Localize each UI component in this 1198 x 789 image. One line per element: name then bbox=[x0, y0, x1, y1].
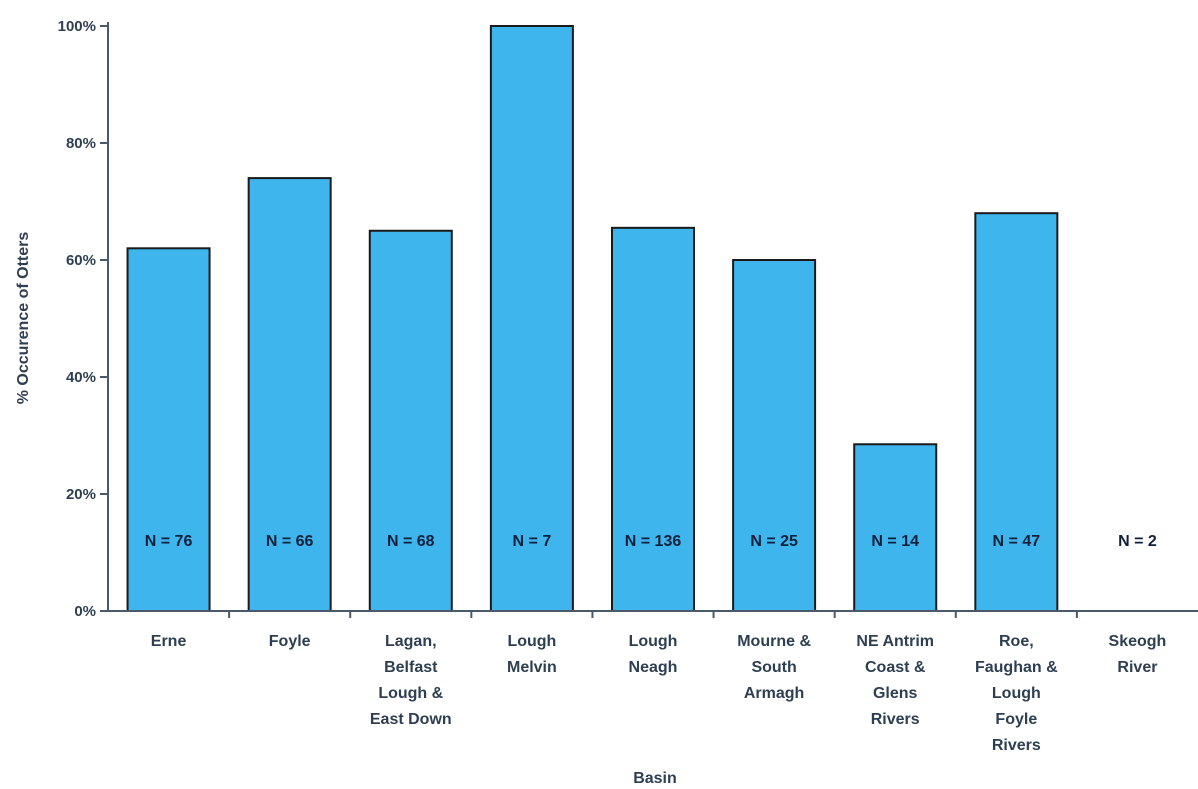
x-tick-label: NE Antrim Coast & Glens Rivers bbox=[856, 633, 934, 728]
x-tick-label-line: Faughan & bbox=[975, 659, 1058, 676]
bar bbox=[974, 212, 1059, 612]
sample-size-label: N = 66 bbox=[266, 533, 314, 550]
x-tick-label-line: Foyle bbox=[995, 711, 1037, 728]
x-tick-label: Foyle bbox=[269, 633, 311, 650]
x-tick-label-line: Lough bbox=[507, 633, 556, 650]
bars-layer bbox=[126, 25, 1059, 613]
bar bbox=[247, 177, 332, 612]
sample-size-label: N = 14 bbox=[871, 533, 919, 550]
x-tick-label-line: Neagh bbox=[629, 659, 678, 676]
x-tick-label: Lough Neagh bbox=[629, 633, 678, 676]
sample-size-label: N = 68 bbox=[387, 533, 435, 550]
bar bbox=[853, 443, 938, 612]
x-tick-label-line: Erne bbox=[151, 633, 187, 650]
y-axis-title: % Occurence of Otters bbox=[15, 232, 32, 405]
x-tick-label: Roe, Faughan & Lough Foyle Rivers bbox=[975, 633, 1058, 754]
y-ticks-layer: 0% 20% 40% 60% 80% 100% bbox=[58, 18, 1078, 620]
sample-size-label: N = 136 bbox=[625, 533, 682, 550]
x-tick-label-line: South bbox=[751, 659, 796, 676]
sample-size-label: N = 7 bbox=[513, 533, 552, 550]
x-axis-title: Basin bbox=[633, 770, 677, 787]
bar bbox=[611, 226, 695, 612]
bar bbox=[368, 229, 453, 612]
sample-size-label: N = 25 bbox=[750, 533, 798, 550]
x-tick-label-line: Belfast bbox=[384, 659, 438, 676]
y-tick-label: 20% bbox=[66, 486, 96, 503]
y-tick-label: 100% bbox=[58, 18, 96, 35]
x-tick-label-line: Skeogh bbox=[1109, 633, 1167, 650]
bar bbox=[732, 259, 817, 612]
x-tick-label: Lagan, Belfast Lough & East Down bbox=[370, 633, 452, 728]
x-tick-label-line: Lough bbox=[629, 633, 678, 650]
x-tick-label: Erne bbox=[151, 633, 187, 650]
axes-layer bbox=[107, 22, 1198, 612]
sample-size-label: N = 47 bbox=[993, 533, 1041, 550]
sample-size-label: N = 2 bbox=[1118, 533, 1157, 550]
x-tick-label-line: Roe, bbox=[999, 633, 1034, 650]
x-tick-label-line: Armagh bbox=[744, 685, 804, 702]
x-tick-label-line: NE Antrim bbox=[856, 633, 934, 650]
bar bbox=[489, 25, 574, 612]
x-tick-label-line: Melvin bbox=[507, 659, 557, 676]
x-tick-label-line: Rivers bbox=[871, 711, 920, 728]
bar bbox=[126, 247, 211, 613]
x-labels-layer: Erne Foyle Lagan, Belfast Lough & East Down Lo… bbox=[151, 633, 1167, 754]
x-tick-label-line: Lough & bbox=[378, 685, 443, 702]
x-tick-label-line: Rivers bbox=[992, 737, 1041, 754]
x-tick-label-line: Lagan, bbox=[385, 633, 437, 650]
x-tick-label-line: Mourne & bbox=[737, 633, 811, 650]
x-tick-label-line: Foyle bbox=[269, 633, 311, 650]
y-tick-label: 40% bbox=[66, 369, 96, 386]
x-tick-label-line: Coast & bbox=[865, 659, 926, 676]
x-tick-label: Skeogh River bbox=[1109, 633, 1167, 676]
sample-size-label: N = 76 bbox=[145, 533, 193, 550]
sample-size-labels-layer: N = 76 N = 66 N = 68 N = 7 N = 136 N = 25 N = … bbox=[145, 533, 1157, 550]
y-tick-label: 60% bbox=[66, 252, 96, 269]
x-tick-label-line: Lough bbox=[992, 685, 1041, 702]
x-tick-label-line: Glens bbox=[873, 685, 918, 702]
x-tick-label-line: East Down bbox=[370, 711, 452, 728]
y-tick-label: 80% bbox=[66, 135, 96, 152]
x-tick-label-line: River bbox=[1117, 659, 1157, 676]
y-tick-label: 0% bbox=[74, 603, 96, 620]
x-tick-label: Mourne & South Armagh bbox=[737, 633, 811, 702]
x-tick-label: Lough Melvin bbox=[507, 633, 557, 676]
